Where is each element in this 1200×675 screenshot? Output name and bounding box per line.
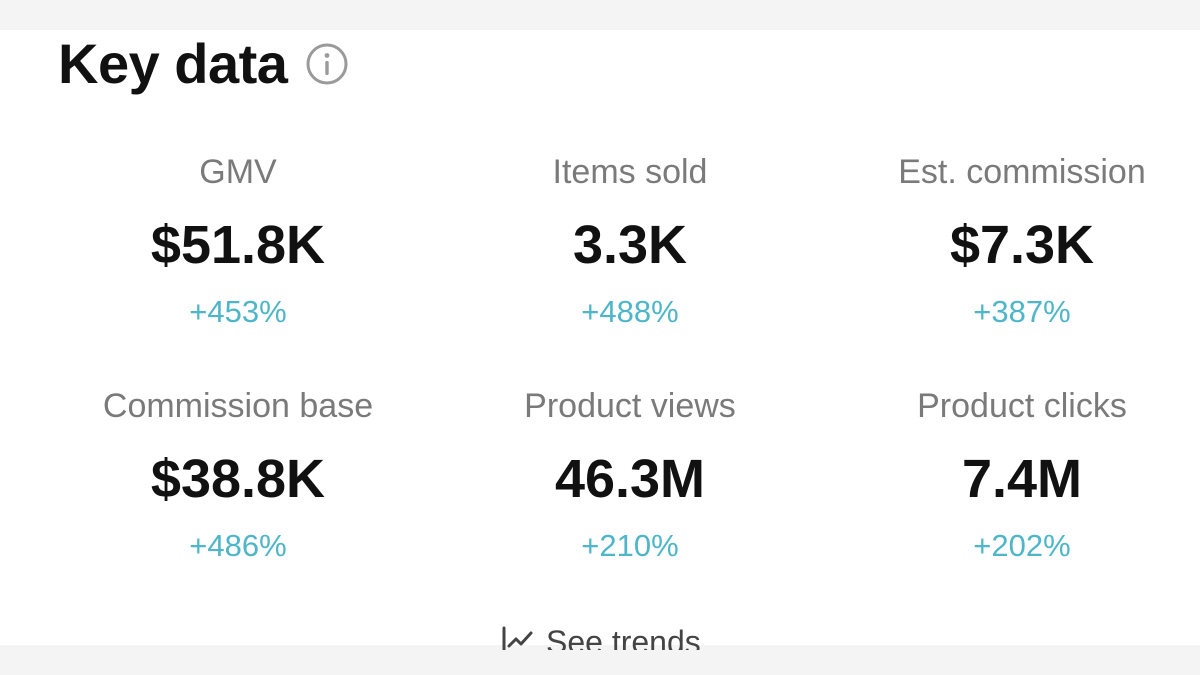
metric-value: 7.4M [961,449,1083,509]
metric-change: +488% [581,294,679,329]
metric-label: Commission base [102,387,374,425]
metric-est-commission[interactable]: Est. commission $7.3K +387% [832,150,1200,332]
metric-value: $7.3K [949,215,1095,275]
info-icon[interactable] [305,42,349,86]
key-data-card: Key data GMV $51.8K +453% Items sold 3.3… [0,30,1200,650]
page-title: Key data [58,32,288,95]
metric-label: GMV [199,153,277,191]
metrics-row-2: Commission base $38.8K +486% Product vie… [0,384,1200,618]
metric-product-clicks[interactable]: Product clicks 7.4M +202% [832,384,1200,566]
metric-product-views[interactable]: Product views 46.3M +210% [440,384,820,566]
metric-commission-base[interactable]: Commission base $38.8K +486% [48,384,428,566]
metrics-row-1: GMV $51.8K +453% Items sold 3.3K +488% E… [0,150,1200,384]
see-trends-label: See trends [546,624,701,650]
metric-label: Product clicks [917,387,1127,425]
metric-label: Product views [524,387,736,425]
metric-change: +210% [581,528,679,563]
metric-value: $51.8K [150,215,326,275]
trend-line-icon [500,622,536,650]
metric-label: Items sold [552,153,708,191]
metric-value: $38.8K [150,449,326,509]
metric-value: 3.3K [572,215,688,275]
metric-gmv[interactable]: GMV $51.8K +453% [48,150,428,332]
metric-change: +486% [189,528,287,563]
metric-change: +202% [973,528,1071,563]
metric-label: Est. commission [898,153,1146,191]
metrics-grid: GMV $51.8K +453% Items sold 3.3K +488% E… [0,150,1200,618]
see-trends-link[interactable]: See trends [500,620,701,650]
metric-change: +387% [973,294,1071,329]
metric-items-sold[interactable]: Items sold 3.3K +488% [440,150,820,332]
key-data-header: Key data [58,32,349,96]
metric-change: +453% [189,294,287,329]
metric-value: 46.3M [554,449,706,509]
